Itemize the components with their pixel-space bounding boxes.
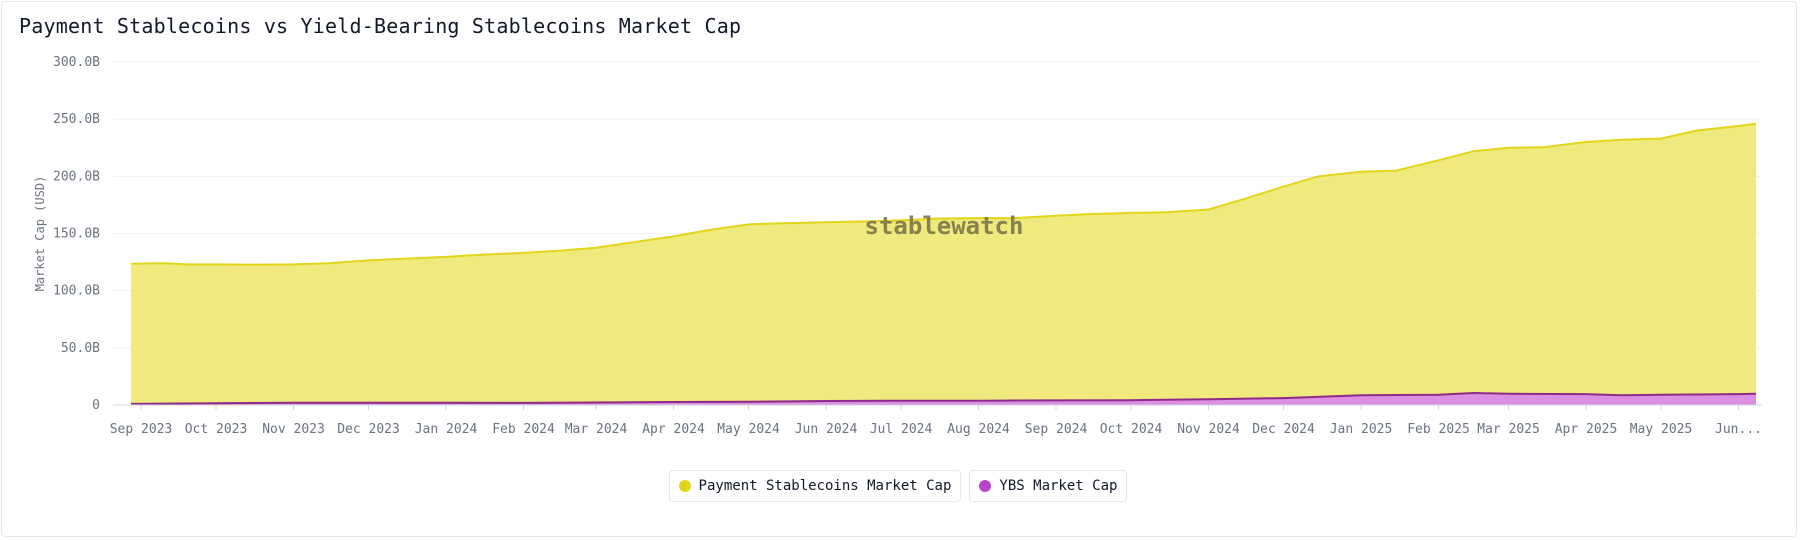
market-cap-chart: 0 50.0B 100.0B 150.0B 200.0B 250.0B 300.0B Mark… (33, 55, 1762, 437)
chart-legend: Payment Stablecoins Market Cap YBS Marke… (0, 470, 1796, 502)
legend-dot-payment (678, 480, 691, 492)
y-axis-label: Market Cap (USD) (33, 176, 47, 292)
x-tick-label: Oct 2023 (185, 422, 248, 437)
y-tick-label: 200.0B (53, 169, 100, 184)
legend-item-ybs[interactable]: YBS Market Cap (969, 470, 1128, 502)
y-tick-label: 300.0B (53, 55, 100, 70)
y-tick-label: 0 (92, 398, 100, 413)
x-tick-label: Sep 2023 (110, 422, 173, 437)
y-tick-label: 150.0B (53, 227, 100, 242)
x-tick-label: Aug 2024 (947, 422, 1010, 437)
x-tick-label: Feb 2025 (1407, 422, 1470, 437)
x-tick-label: Apr 2025 (1555, 422, 1618, 437)
y-tick-label: 250.0B (53, 112, 100, 127)
x-tick-label: Feb 2024 (492, 422, 555, 437)
x-tick-label: Dec 2024 (1252, 422, 1315, 437)
x-tick-label: Oct 2024 (1100, 422, 1163, 437)
legend-label-payment: Payment Stablecoins Market Cap (698, 478, 952, 494)
series-line-1 (130, 391, 1757, 405)
y-tick-label: 50.0B (61, 341, 100, 356)
legend-item-payment-stablecoins[interactable]: Payment Stablecoins Market Cap (668, 470, 962, 502)
x-tick-label: Nov 2024 (1177, 422, 1240, 437)
x-tick-label: Dec 2023 (337, 422, 400, 437)
x-tick-label: Jun... (1715, 422, 1762, 437)
x-tick-label: Apr 2024 (642, 422, 705, 437)
x-tick-label: Jan 2025 (1330, 422, 1393, 437)
chart-title: Payment Stablecoins vs Yield-Bearing Sta… (19, 14, 742, 38)
y-tick-label: 100.0B (53, 284, 100, 299)
x-tick-label: Jan 2024 (415, 422, 478, 437)
x-tick-label: Nov 2023 (262, 422, 325, 437)
x-tick-label: Jun 2024 (795, 422, 858, 437)
x-tick-label: Jul 2024 (870, 422, 933, 437)
series-line-0 (130, 122, 1757, 266)
legend-dot-ybs (979, 480, 992, 492)
x-tick-label: May 2025 (1630, 422, 1693, 437)
legend-label-ybs: YBS Market Cap (999, 478, 1118, 494)
watermark-text: stablewatch (865, 212, 1024, 240)
x-tick-label: Sep 2024 (1025, 422, 1088, 437)
x-tick-label: Mar 2025 (1477, 422, 1540, 437)
series-area-0 (131, 123, 1756, 405)
x-tick-label: Mar 2024 (565, 422, 628, 437)
x-tick-label: May 2024 (717, 422, 780, 437)
